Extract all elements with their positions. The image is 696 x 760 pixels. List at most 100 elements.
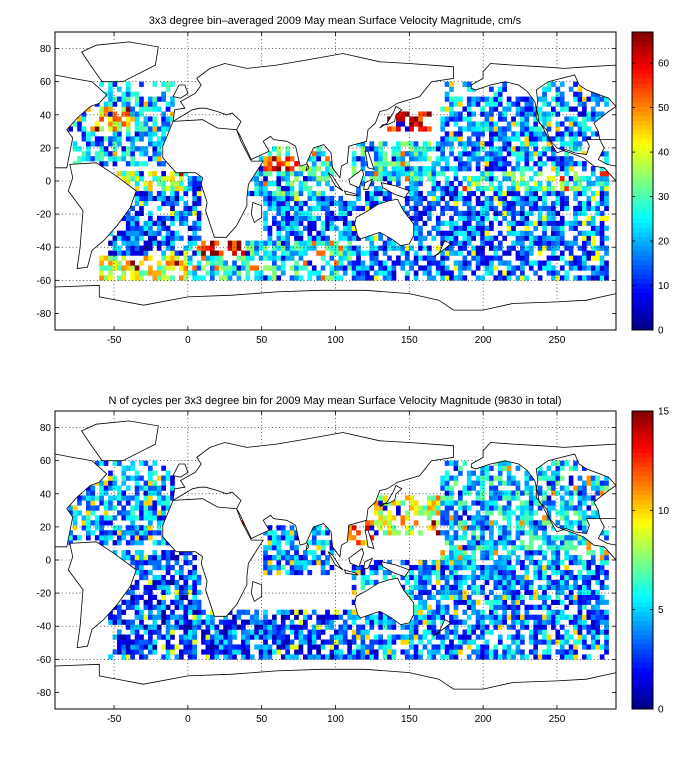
- heatmap-cell: [546, 485, 552, 491]
- heatmap-cell: [294, 609, 299, 615]
- heatmap-cell: [484, 156, 490, 162]
- heatmap-cell: [342, 629, 348, 635]
- heatmap-cell: [409, 589, 414, 596]
- heatmap-cell: [515, 604, 521, 610]
- heatmap-cell: [431, 275, 437, 281]
- heatmap-cell: [515, 490, 521, 496]
- heatmap-cell: [453, 574, 459, 581]
- heatmap-cell: [489, 235, 494, 241]
- heatmap-cell: [515, 220, 521, 226]
- heatmap-cell: [506, 510, 512, 516]
- heatmap-cell: [148, 255, 153, 261]
- heatmap-cell: [449, 151, 454, 157]
- heatmap-cell: [489, 181, 494, 187]
- heatmap-cell: [276, 540, 282, 546]
- heatmap-cell: [431, 190, 437, 197]
- heatmap-cell: [108, 515, 113, 521]
- heatmap-cell: [582, 220, 587, 226]
- heatmap-cell: [528, 545, 534, 551]
- heatmap-cell: [241, 250, 246, 256]
- heatmap-cell: [183, 624, 189, 630]
- heatmap-cell: [134, 530, 140, 536]
- heatmap-cell: [466, 116, 472, 122]
- heatmap-cell: [396, 156, 401, 162]
- heatmap-cell: [537, 235, 543, 241]
- heatmap-cell: [360, 275, 366, 281]
- heatmap-cell: [568, 530, 574, 536]
- heatmap-cell: [427, 654, 432, 660]
- heatmap-cell: [564, 106, 570, 112]
- heatmap-cell: [86, 535, 91, 541]
- heatmap-cell: [559, 205, 565, 212]
- heatmap-cell: [568, 589, 574, 596]
- heatmap-cell: [387, 275, 392, 281]
- heatmap-cell: [493, 121, 499, 127]
- heatmap-cell: [108, 111, 113, 117]
- heatmap-cell: [586, 599, 592, 605]
- heatmap-cell: [582, 540, 587, 546]
- heatmap-cell: [112, 485, 118, 491]
- heatmap-cell: [232, 619, 237, 625]
- heatmap-cell: [462, 629, 468, 635]
- heatmap-cell: [263, 181, 268, 187]
- heatmap-cell: [493, 545, 499, 551]
- heatmap-cell: [502, 505, 507, 511]
- heatmap-cell: [506, 200, 512, 207]
- heatmap-cell: [511, 270, 516, 276]
- heatmap-cell: [139, 574, 144, 581]
- heatmap-cell: [418, 604, 423, 610]
- heatmap-cell: [586, 505, 592, 511]
- heatmap-cell: [365, 205, 370, 212]
- heatmap-cell: [599, 265, 605, 271]
- heatmap-cell: [316, 275, 321, 281]
- heatmap-cell: [506, 594, 512, 600]
- x-tick-label: 50: [256, 714, 268, 725]
- heatmap-cell: [466, 265, 472, 271]
- colorbar-segment: [632, 255, 653, 261]
- heatmap-cell: [462, 599, 468, 605]
- heatmap-cell: [564, 634, 570, 640]
- heatmap-cell: [564, 205, 570, 212]
- heatmap-cell: [192, 181, 197, 187]
- colorbar-segment: [632, 685, 653, 691]
- heatmap-cell: [125, 510, 131, 516]
- heatmap-cell: [582, 96, 587, 102]
- heatmap-cell: [347, 205, 352, 212]
- heatmap-cell: [179, 654, 184, 660]
- heatmap-cell: [559, 634, 565, 640]
- heatmap-cell: [458, 545, 463, 551]
- heatmap-cell: [94, 121, 100, 127]
- heatmap-cell: [502, 275, 507, 281]
- heatmap-cell: [537, 520, 543, 526]
- heatmap-cell: [179, 594, 184, 600]
- colorbar-segment: [632, 325, 653, 331]
- heatmap-cell: [449, 141, 454, 147]
- colorbar-segment: [632, 592, 653, 598]
- heatmap-cell: [462, 500, 468, 506]
- heatmap-cell: [148, 480, 153, 486]
- heatmap-cell: [568, 156, 574, 162]
- heatmap-cell: [152, 510, 158, 516]
- heatmap-cell: [413, 505, 419, 511]
- heatmap-cell: [577, 599, 583, 605]
- heatmap-cell: [134, 101, 140, 107]
- heatmap-cell: [422, 255, 428, 261]
- heatmap-cell: [502, 510, 507, 516]
- heatmap-cell: [551, 166, 556, 172]
- colorbar-segment: [632, 452, 653, 458]
- heatmap-cell: [378, 270, 383, 276]
- heatmap-cell: [590, 96, 596, 102]
- heatmap-cell: [152, 584, 158, 591]
- heatmap-cell: [103, 106, 109, 112]
- heatmap-cell: [108, 101, 113, 107]
- heatmap-cell: [187, 176, 193, 182]
- heatmap-cell: [435, 225, 441, 231]
- heatmap-cell: [595, 510, 601, 516]
- heatmap-cell: [582, 136, 587, 142]
- heatmap-cell: [564, 161, 570, 167]
- heatmap-cell: [484, 185, 490, 192]
- heatmap-cell: [334, 225, 339, 231]
- heatmap-cell: [285, 530, 290, 536]
- heatmap-cell: [475, 515, 481, 521]
- heatmap-cell: [520, 255, 525, 261]
